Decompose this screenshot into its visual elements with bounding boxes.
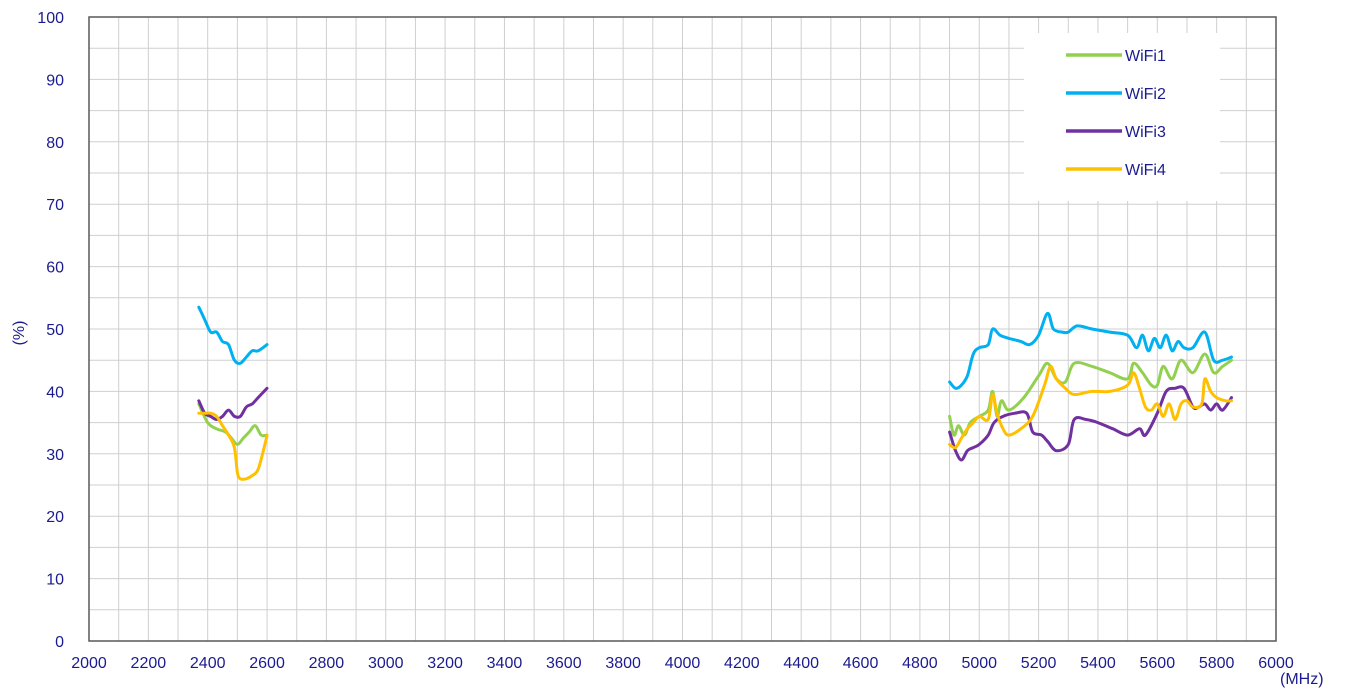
- legend-box: [1024, 33, 1220, 201]
- x-tick-label: 4600: [843, 655, 879, 672]
- y-tick-label: 0: [55, 634, 64, 651]
- x-tick-label: 3400: [487, 655, 523, 672]
- legend-label: WiFi3: [1125, 124, 1166, 141]
- y-tick-label: 80: [46, 135, 64, 152]
- x-tick-label: 4800: [902, 655, 938, 672]
- series-line-segment: [197, 386, 269, 421]
- y-tick-label: 100: [37, 10, 64, 27]
- series-line-segment: [197, 411, 269, 481]
- x-tick-label: 3600: [546, 655, 582, 672]
- x-tick-label: 5000: [961, 655, 997, 672]
- x-tick-label: 2200: [131, 655, 167, 672]
- y-tick-label: 10: [46, 572, 64, 589]
- x-tick-label: 3000: [368, 655, 404, 672]
- y-tick-label: 50: [46, 322, 64, 339]
- y-axis-ticks: 0 10 20 30 40 50 60 70 80 90 100: [37, 10, 64, 651]
- x-tick-label: 5400: [1080, 655, 1116, 672]
- y-tick-label: 60: [46, 260, 64, 277]
- y-tick-label: 40: [46, 384, 64, 401]
- x-axis-ticks: 2000 2200 2400 2600 2800 3000 3200 3400 3600 3800…: [71, 655, 1294, 672]
- x-tick-label: 4400: [783, 655, 819, 672]
- x-tick-label: 3800: [605, 655, 641, 672]
- x-tick-label: 4200: [724, 655, 760, 672]
- series-wifi2: [197, 305, 1233, 390]
- x-tick-label: 2600: [249, 655, 285, 672]
- y-tick-label: 20: [46, 509, 64, 526]
- x-tick-label: 3200: [427, 655, 463, 672]
- legend-label: WiFi1: [1125, 48, 1166, 65]
- y-tick-label: 90: [46, 72, 64, 89]
- series-line-segment: [197, 305, 269, 365]
- x-tick-label: 2000: [71, 655, 107, 672]
- y-tick-label: 30: [46, 447, 64, 464]
- x-tick-label: 5800: [1199, 655, 1235, 672]
- x-axis-label: (MHz): [1280, 671, 1324, 688]
- x-tick-label: 2800: [309, 655, 345, 672]
- grid: [89, 17, 1276, 641]
- series-line-segment: [197, 402, 269, 446]
- series-line-segment: [948, 311, 1233, 390]
- x-tick-label: 5200: [1021, 655, 1057, 672]
- series-lines: [197, 305, 1233, 481]
- series-wifi4: [197, 364, 1233, 481]
- y-tick-label: 70: [46, 197, 64, 214]
- legend-label: WiFi2: [1125, 86, 1166, 103]
- legend-label: WiFi4: [1125, 162, 1166, 179]
- y-axis-label: (%): [11, 321, 28, 346]
- legend: WiFi1 WiFi2 WiFi3 WiFi4: [1024, 33, 1220, 201]
- plot-frame: [88, 16, 1277, 642]
- x-tick-label: 5600: [1140, 655, 1176, 672]
- x-tick-label: 6000: [1258, 655, 1294, 672]
- x-tick-label: 4000: [665, 655, 701, 672]
- x-tick-label: 2400: [190, 655, 226, 672]
- series-line-segment: [948, 364, 1233, 450]
